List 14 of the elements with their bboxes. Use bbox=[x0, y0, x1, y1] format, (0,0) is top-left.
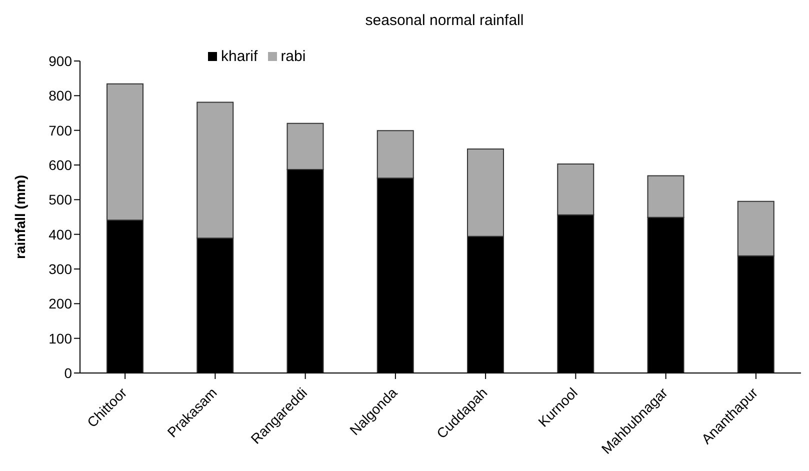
y-tick-label: 700 bbox=[48, 122, 72, 138]
y-tick-label: 500 bbox=[48, 192, 72, 208]
y-tick-label: 100 bbox=[48, 330, 72, 346]
y-tick-label: 0 bbox=[64, 364, 72, 381]
y-tick-label: 400 bbox=[48, 226, 72, 242]
y-tick-label: 200 bbox=[48, 296, 72, 312]
y-tick-label: 600 bbox=[48, 156, 72, 173]
y-tick-label: 300 bbox=[48, 260, 72, 277]
y-axis-title: rainfall (mm) bbox=[12, 174, 28, 260]
chart-title: seasonal normal rainfall bbox=[364, 12, 525, 29]
y-tick-label: 800 bbox=[48, 88, 72, 104]
y-tick-label: 900 bbox=[48, 52, 72, 69]
legend-label: kharif bbox=[221, 48, 258, 65]
legend-label: rabi bbox=[280, 48, 306, 65]
